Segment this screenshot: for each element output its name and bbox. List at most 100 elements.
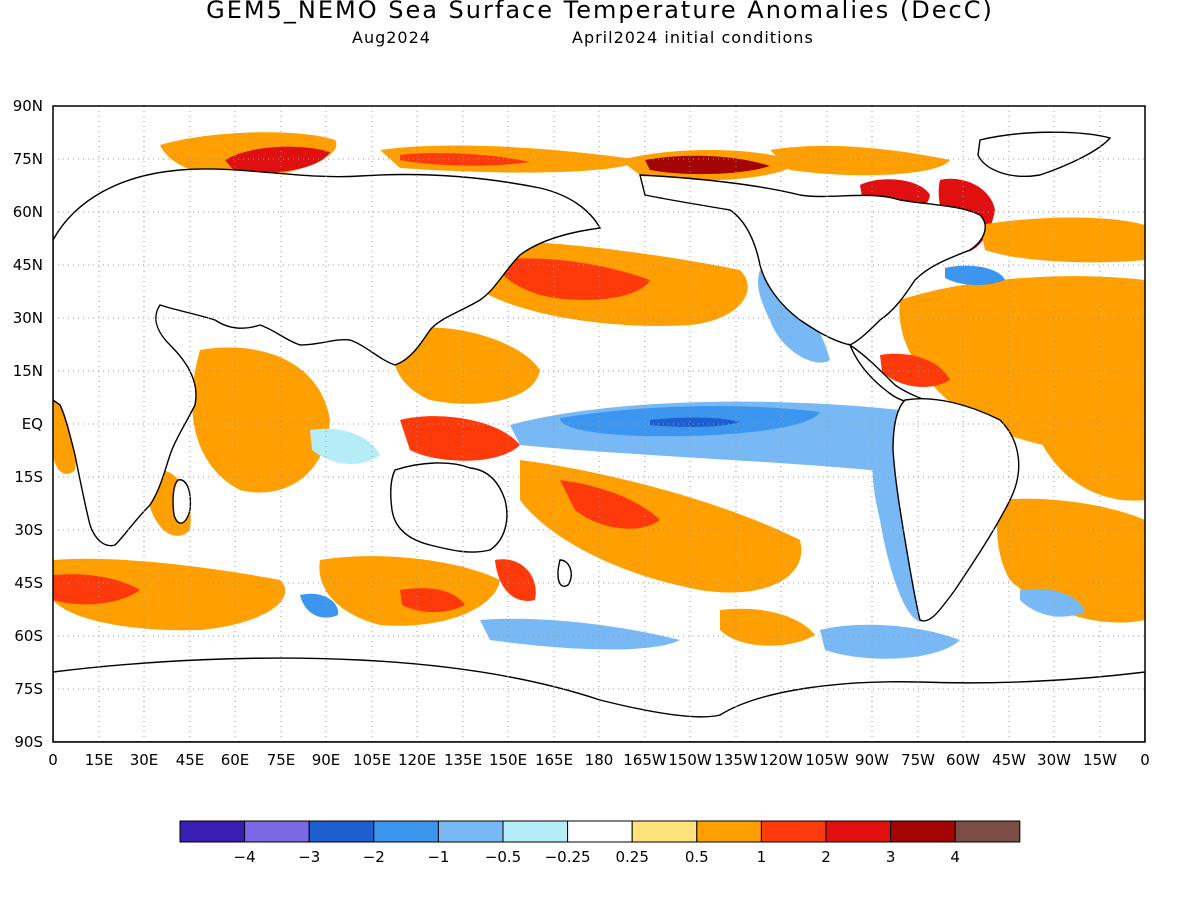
colorbar-label: −1 [427, 848, 449, 866]
lon-label: 135E [444, 751, 482, 769]
lon-label: 0 [48, 751, 58, 769]
land-madagascar [172, 479, 192, 524]
colorbar-swatch [954, 820, 1021, 843]
colorbar-label: −0.5 [485, 848, 521, 866]
lat-label: EQ [22, 415, 43, 433]
colorbar-swatch [502, 820, 569, 843]
anomaly-southern-cool-patch [300, 593, 339, 618]
anomaly-north-atlantic-warm [980, 217, 1145, 263]
lon-label: 135W [714, 751, 758, 769]
anomaly-arctic-europe-core [225, 146, 330, 174]
anomaly-southern-ocean-west [53, 558, 286, 631]
anomaly-indian-cool [310, 428, 380, 465]
anomaly-south-atlantic-cool [1020, 588, 1085, 617]
colorbar-swatch [631, 820, 698, 843]
anomaly-chukchi-core [645, 155, 770, 175]
lat-label: 15N [13, 362, 43, 380]
lat-label: 30N [13, 309, 43, 327]
colorbar-swatch [890, 820, 956, 843]
lat-axis: 90N 75N 60N 45N 30N 15N EQ 15S 30S 45S 6… [13, 97, 43, 751]
colorbar-label: 3 [886, 848, 896, 866]
lat-label: 75S [14, 680, 43, 698]
forecast-month: Aug2024 [352, 28, 431, 47]
lon-label: 60E [221, 751, 250, 769]
anomaly-canadian-arctic [770, 145, 950, 176]
colorbar-label: 2 [821, 848, 831, 866]
anomaly-west-pacific [393, 327, 540, 404]
colorbar-swatch [244, 820, 310, 843]
lon-label: 15E [85, 751, 114, 769]
land-new-zealand [557, 559, 572, 587]
lon-label: 75E [267, 751, 296, 769]
anomaly-south-pacific-core [560, 480, 660, 529]
lat-label: 75N [13, 150, 43, 168]
anomaly-tasman [495, 559, 536, 601]
lat-label: 15S [14, 468, 43, 486]
anomaly-north-pacific-core [499, 258, 650, 300]
anomaly-gulf-stream-cool [945, 265, 1005, 286]
lon-label: 105W [805, 751, 849, 769]
anomaly-field [53, 132, 1145, 659]
colorbar-swatch [308, 820, 375, 843]
land-australia [390, 462, 508, 553]
colorbar-label: −2 [363, 848, 385, 866]
colorbar-label: 4 [950, 848, 960, 866]
lon-label: 150E [489, 751, 527, 769]
lon-label: 165W [623, 751, 667, 769]
colorbar-label: 0.25 [615, 848, 648, 866]
lat-label: 90S [14, 733, 43, 751]
lon-label: 120W [759, 751, 803, 769]
colorbar-swatch [437, 820, 504, 843]
colorbar-label: 1 [757, 848, 767, 866]
lat-label: 30S [14, 521, 43, 539]
colorbar-swatch [760, 820, 827, 843]
lon-label: 180 [585, 751, 614, 769]
anomaly-eq-pacific-min [650, 417, 740, 427]
lon-label: 15W [1083, 751, 1117, 769]
lon-label: 150W [668, 751, 712, 769]
colorbar: −4 −3 −2 −1 −0.5 −0.25 0.25 0.5 1 2 3 4 [179, 820, 1021, 866]
lon-label: 75W [901, 751, 935, 769]
anomaly-southern-cool-band [480, 618, 680, 650]
map-frame [52, 105, 1146, 743]
lon-label: 60W [946, 751, 980, 769]
lat-label: 45S [14, 574, 43, 592]
map-title: GEM5_NEMO Sea Surface Temperature Anomal… [206, 0, 994, 24]
anomaly-southern-ocean-central-core [400, 588, 465, 613]
land-north-america [639, 174, 986, 346]
anomaly-caribbean [880, 353, 950, 387]
lon-label: 0 [1140, 751, 1150, 769]
colorbar-label: −3 [298, 848, 320, 866]
lon-label: 105E [353, 751, 391, 769]
lon-axis: 0 15E 30E 45E 60E 75E 90E 105E 120E 135E… [48, 751, 1150, 769]
lon-label: 90E [312, 751, 341, 769]
lat-label: 45N [13, 256, 43, 274]
lon-label: 45W [992, 751, 1026, 769]
lon-label: 30W [1037, 751, 1071, 769]
lon-label: 90W [855, 751, 889, 769]
land-south-america [892, 398, 1020, 622]
colorbar-swatch [179, 820, 246, 843]
lon-label: 30E [130, 751, 159, 769]
colorbar-swatch [696, 820, 762, 843]
lat-label: 90N [13, 97, 43, 115]
colorbar-label: −4 [234, 848, 256, 866]
colorbar-swatch [567, 820, 633, 843]
colorbar-swatch [373, 820, 439, 843]
anomaly-southern-ocean-west-core [53, 574, 140, 605]
anomaly-arctic-siberia-core [400, 152, 530, 166]
colorbar-swatch [825, 820, 892, 843]
anomaly-southern-pacific-cool [820, 624, 960, 659]
lon-label: 45E [176, 751, 205, 769]
lat-label: 60S [14, 627, 43, 645]
anomaly-indonesia [400, 416, 520, 461]
anomaly-indian-ocean [192, 347, 330, 493]
colorbar-label: −0.25 [545, 848, 591, 866]
land-greenland [977, 131, 1112, 177]
lon-label: 165E [535, 751, 573, 769]
graticule [53, 106, 1145, 742]
lat-label: 60N [13, 203, 43, 221]
colorbar-label: 0.5 [685, 848, 709, 866]
initial-conditions: April2024 initial conditions [572, 28, 814, 47]
